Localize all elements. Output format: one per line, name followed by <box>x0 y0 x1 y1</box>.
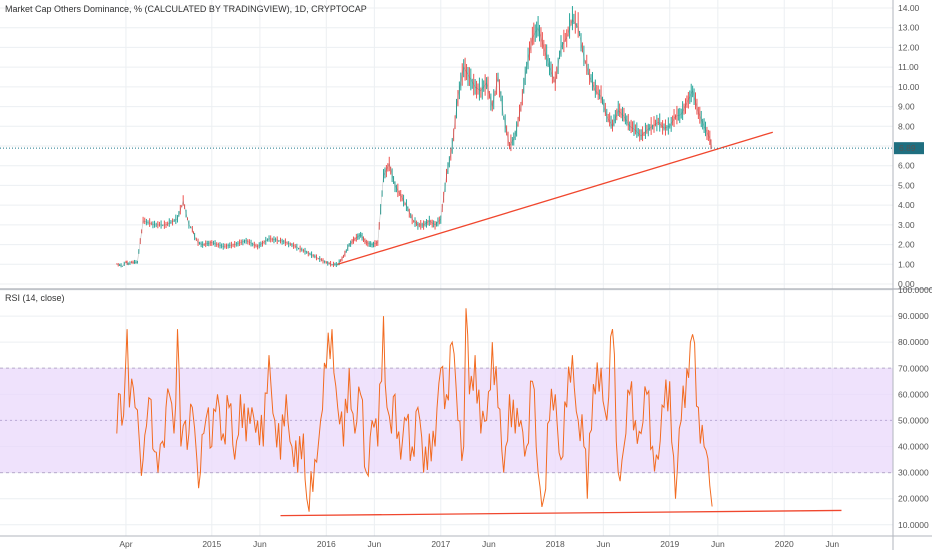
time-axis[interactable]: Apr 2015 Jun 2016 Jun 2017 Jun 2018 Jun 2019 Jun 20… <box>119 539 839 549</box>
time-axis-label: 2019 <box>660 539 679 549</box>
rsi-axis-label: 40.0000 <box>898 442 929 452</box>
rsi-title: RSI (14, close) <box>5 293 65 303</box>
time-axis-label: Jun <box>482 539 496 549</box>
price-axis-label: 5.00 <box>898 180 915 190</box>
price-series <box>116 6 713 268</box>
time-axis-label: Jun <box>711 539 725 549</box>
time-axis-label: Apr <box>119 539 132 549</box>
time-axis-label: 2015 <box>202 539 221 549</box>
rsi-axis-label: 10.0000 <box>898 520 929 530</box>
price-axis-label: 12.00 <box>898 42 920 52</box>
price-axis-label: 2.00 <box>898 240 915 250</box>
time-axis-label: Jun <box>596 539 610 549</box>
price-axis-label: 10.00 <box>898 82 920 92</box>
price-axis-label: 0.00 <box>898 279 915 289</box>
rsi-axis-label: 60.0000 <box>898 389 929 399</box>
price-axis-label: 13.00 <box>898 23 920 33</box>
rsi-axis-label: 50.0000 <box>898 415 929 425</box>
rsi-series <box>116 308 713 512</box>
rsi-axis-label: 100.0000 <box>898 285 932 295</box>
rsi-axis[interactable]: 100.0000 90.0000 80.0000 70.0000 60.0000 50.0… <box>898 285 932 530</box>
time-axis-label: Jun <box>253 539 267 549</box>
last-price-value: 6.89 <box>899 143 916 153</box>
rsi-axis-label: 30.0000 <box>898 468 929 478</box>
price-axis-label: 6.00 <box>898 161 915 171</box>
chart-title: Market Cap Others Dominance, % (CALCULAT… <box>5 4 367 14</box>
price-axis-label: 9.00 <box>898 102 915 112</box>
price-line <box>116 19 713 267</box>
rsi-axis-label: 20.0000 <box>898 494 929 504</box>
last-price-badge: 6.89 <box>894 142 924 155</box>
price-axis-label: 3.00 <box>898 220 915 230</box>
rsi-axis-label: 70.0000 <box>898 363 929 373</box>
time-axis-label: 2020 <box>775 539 794 549</box>
price-axis-label: 14.00 <box>898 3 920 13</box>
rsi-line <box>116 308 713 512</box>
price-trendline[interactable] <box>337 131 773 265</box>
price-axis-label: 8.00 <box>898 121 915 131</box>
time-axis-label: 2016 <box>317 539 336 549</box>
time-axis-label: 2018 <box>546 539 565 549</box>
price-axis-label: 4.00 <box>898 200 915 210</box>
time-axis-label: Jun <box>368 539 382 549</box>
time-axis-label: 2017 <box>431 539 450 549</box>
price-axis-label: 11.00 <box>898 62 919 72</box>
rsi-axis-label: 80.0000 <box>898 337 929 347</box>
last-price-badge-bg <box>894 142 924 155</box>
rsi-trendline[interactable] <box>280 509 842 517</box>
price-axis-label: 1.00 <box>898 259 915 269</box>
rsi-axis-label: 90.0000 <box>898 311 929 321</box>
price-axis[interactable]: 14.00 13.00 12.00 11.00 10.00 9.00 8.00 6.00 5.0… <box>898 3 920 289</box>
time-axis-label: Jun <box>825 539 839 549</box>
